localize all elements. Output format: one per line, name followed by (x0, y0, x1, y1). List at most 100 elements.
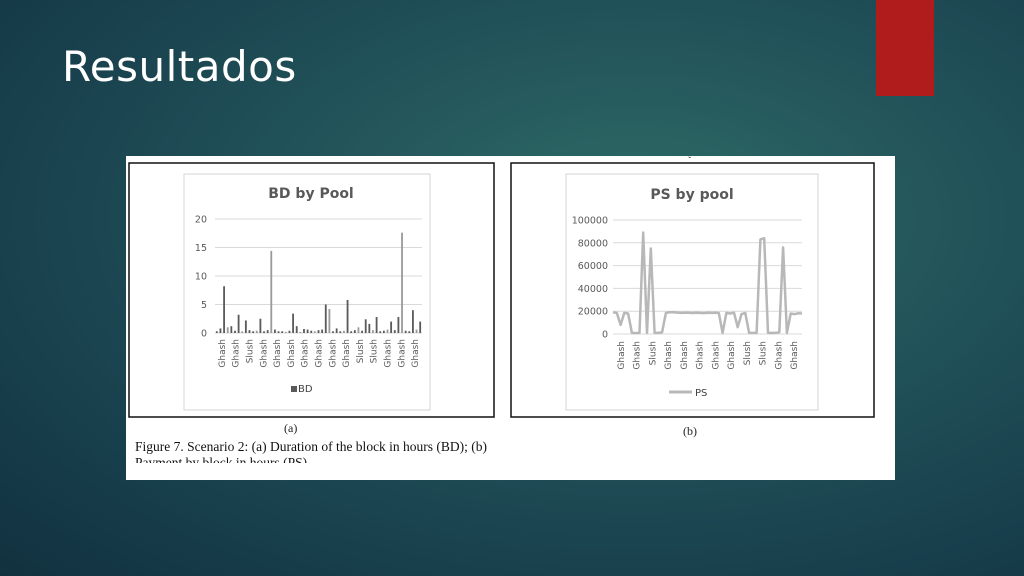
bd-y-tick-label: 0 (201, 329, 207, 340)
bd-bar (382, 330, 385, 333)
ps-chart: PS by pool 0 20000 40000 60000 80000 100000 G… (572, 187, 803, 399)
bd-x-tick-label: Ghash (411, 339, 421, 368)
bd-x-tick-label: Ghash (301, 339, 311, 368)
bd-bar (401, 232, 403, 333)
bd-bar (306, 329, 309, 333)
ps-x-tick-label: Ghash (664, 341, 674, 370)
bd-bar (292, 313, 294, 333)
bd-bar (313, 331, 316, 333)
bd-bar (386, 329, 389, 333)
ps-x-tick-label: Ghash (711, 341, 721, 370)
bd-bar (343, 330, 345, 333)
ps-legend-label: PS (695, 388, 707, 399)
bd-x-tick-label: Slush (246, 339, 256, 363)
bd-x-tick-label: Ghash (397, 339, 407, 368)
bd-bar (234, 330, 236, 333)
ps-y-tick-label: 40000 (578, 284, 608, 295)
bd-bar (335, 328, 338, 333)
ps-x-tick-label: Ghash (633, 341, 643, 370)
bd-bar (215, 331, 218, 333)
bd-bar (281, 331, 284, 333)
panel-a-frame (128, 162, 495, 418)
figure-image: ˇ BD by Pool 0 5 10 15 20 Ghash Ghash Slush Gha… (126, 156, 895, 480)
figure-caption: Figure 7. Scenario 2: (a) Duration of th… (135, 439, 488, 463)
bd-bar (328, 309, 331, 333)
bd-bar (259, 318, 262, 333)
ps-y-tick-label: 80000 (578, 238, 608, 249)
bd-bar (223, 286, 225, 333)
chart-a-area (183, 173, 431, 411)
stray-mark: ˇ (688, 156, 692, 167)
slide-title: Resultados (62, 42, 297, 91)
bd-y-tick-label: 5 (201, 300, 207, 311)
bd-bar (252, 331, 255, 333)
panel-b-frame (510, 162, 875, 418)
ps-x-tick-label: Ghash (617, 341, 627, 370)
bd-bar (415, 329, 418, 333)
bd-bar (226, 327, 229, 333)
bd-bar (255, 330, 258, 333)
bd-bar (321, 329, 324, 333)
ps-x-tick-label: Ghash (774, 341, 784, 370)
accent-tab (876, 0, 934, 96)
bd-x-tick-label: Slush (370, 339, 380, 363)
bd-bar (346, 299, 349, 333)
ps-x-tick-label: Ghash (727, 341, 737, 370)
ps-x-tick-label: Ghash (790, 341, 800, 370)
panel-a-label: (a) (284, 421, 297, 435)
bd-bar (390, 321, 393, 333)
ps-y-tick-label: 100000 (572, 216, 608, 227)
ps-chart-title: PS by pool (650, 187, 733, 203)
bd-bar (310, 330, 313, 333)
bd-chart-title: BD by Pool (268, 186, 353, 202)
bd-bar (332, 331, 334, 333)
bd-bar (219, 328, 222, 333)
bd-y-tick-label: 15 (195, 243, 207, 254)
ps-x-tick-label: Slush (648, 341, 658, 365)
bd-bar (266, 330, 269, 333)
bd-x-tick-label: Ghash (273, 339, 283, 368)
bd-x-tick-label: Slush (356, 339, 366, 363)
bd-x-tick-label: Ghash (384, 339, 394, 368)
bd-bar (299, 331, 302, 333)
bd-bar (295, 326, 298, 333)
bd-bar (397, 317, 400, 333)
bd-bar (284, 331, 287, 333)
bd-bar (368, 323, 371, 333)
ps-y-tick-label: 0 (602, 330, 608, 341)
bd-bar (277, 331, 280, 333)
bd-x-tick-label: Ghash (287, 339, 297, 368)
bd-bar (375, 317, 378, 333)
bd-bar (248, 330, 251, 333)
bd-bar (324, 304, 327, 333)
bd-bar (357, 327, 360, 333)
bd-bar (393, 330, 396, 333)
ps-x-tick-label: Ghash (680, 341, 690, 370)
bd-y-tick-label: 20 (195, 215, 207, 226)
bd-bar (361, 330, 363, 333)
ps-y-tick-label: 60000 (578, 261, 608, 272)
bd-bar (404, 330, 407, 333)
ps-y-tick-label: 20000 (578, 307, 608, 318)
bd-bar (364, 319, 367, 333)
bd-bar (317, 330, 320, 333)
bd-x-tick-label: Ghash (232, 339, 242, 368)
bd-bar (241, 331, 244, 333)
panel-b-label: (b) (683, 424, 697, 438)
ps-x-tick-label: Slush (759, 341, 769, 365)
bd-bar (379, 331, 382, 333)
bd-bar (263, 331, 265, 333)
bd-x-tick-label: Ghash (218, 339, 228, 368)
bd-bar (303, 329, 305, 333)
bd-legend-swatch (291, 386, 297, 392)
bd-bar (288, 330, 291, 333)
bd-bar (274, 329, 276, 333)
bd-x-tick-label: Ghash (259, 339, 269, 368)
bd-bar (412, 310, 414, 333)
bd-legend-label: BD (298, 384, 313, 395)
ps-x-tick-label: Slush (743, 341, 753, 365)
bd-bar (350, 331, 353, 333)
bd-x-tick-label: Ghash (328, 339, 338, 368)
